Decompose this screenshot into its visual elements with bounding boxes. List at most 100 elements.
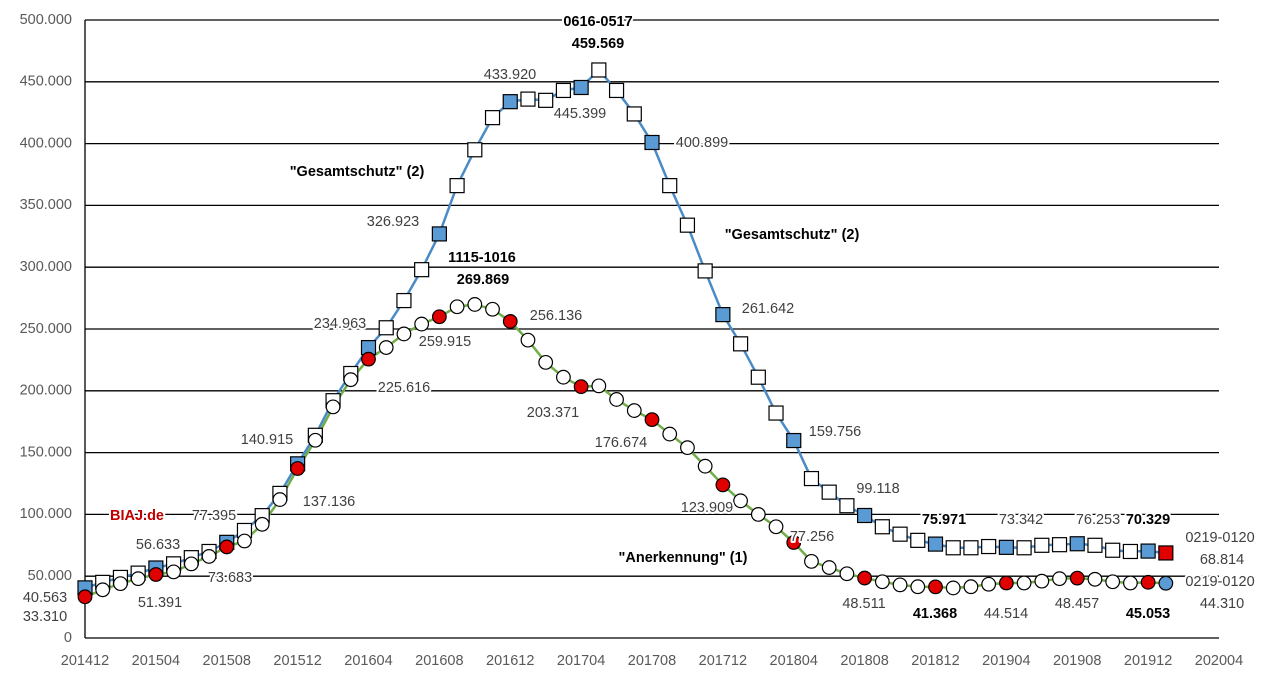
data-label: 433.920 <box>484 67 536 83</box>
data-label: 400.899 <box>676 135 728 151</box>
circle-marker <box>520 332 536 348</box>
circle-marker <box>1123 575 1138 591</box>
square-marker <box>1122 543 1139 560</box>
square-marker <box>874 519 890 535</box>
circle-marker <box>166 564 181 580</box>
data-label: 445.399 <box>554 106 606 122</box>
circle-marker <box>538 354 554 370</box>
circle-marker <box>502 314 518 329</box>
square-marker <box>1051 537 1068 553</box>
y-tick-label: 450.000 <box>20 74 72 90</box>
square-marker <box>715 307 731 323</box>
data-label: 56.633 <box>136 537 180 553</box>
data-label: 99.118 <box>856 481 899 497</box>
square-marker <box>963 540 979 556</box>
circle-marker <box>821 560 837 575</box>
circle-marker <box>272 492 288 507</box>
data-label: 234.963 <box>314 316 366 332</box>
circle-marker <box>237 533 252 549</box>
circle-marker <box>786 535 802 550</box>
square-marker <box>662 178 678 194</box>
circle-marker <box>290 461 306 476</box>
square-marker <box>998 539 1014 555</box>
data-label: 33.310 <box>23 609 67 625</box>
data-label: 137.136 <box>303 494 355 510</box>
series-label: "Gesamtschutz" (2) <box>725 227 860 243</box>
circle-marker <box>449 299 465 315</box>
circle-marker <box>998 575 1014 591</box>
annotation: 0219-0120 <box>1185 530 1254 546</box>
square-marker <box>538 92 554 108</box>
circle-marker <box>626 403 642 418</box>
circle-marker <box>768 519 784 535</box>
circle-marker <box>573 379 589 395</box>
square-marker <box>786 432 802 449</box>
data-label: 68.814 <box>1200 552 1244 568</box>
circle-marker <box>591 378 607 394</box>
circle-marker <box>928 579 943 595</box>
circle-marker <box>325 399 341 415</box>
square-marker <box>981 538 997 555</box>
circle-marker <box>113 576 128 592</box>
series-label: "Anerkennung" (1) <box>619 550 748 566</box>
circle-marker <box>1069 570 1085 586</box>
circle-marker <box>609 392 624 407</box>
circle-marker <box>148 567 164 582</box>
data-label: 256.136 <box>530 308 582 324</box>
x-tick-label: 202004 <box>1195 653 1243 669</box>
circle-marker <box>378 340 394 355</box>
x-tick-label: 201412 <box>61 653 109 669</box>
data-label: 70.329 <box>1126 512 1170 528</box>
circle-marker <box>467 297 483 312</box>
data-label: 77.256 <box>790 529 834 545</box>
square-marker <box>484 110 501 126</box>
data-label: 326.923 <box>367 214 419 230</box>
annotation: 0616-0517 <box>563 14 632 30</box>
square-marker <box>1105 542 1121 558</box>
x-tick-label: 201608 <box>415 653 463 669</box>
annotation: BIAJ.de <box>110 508 164 524</box>
circle-marker <box>130 571 146 587</box>
circle-marker <box>254 516 270 532</box>
square-marker <box>555 82 572 99</box>
circle-marker <box>697 458 713 474</box>
circle-marker <box>750 507 766 522</box>
square-marker <box>626 106 642 122</box>
square-marker <box>520 91 536 107</box>
data-label: 76.253 <box>1076 512 1120 528</box>
square-marker <box>573 79 589 96</box>
data-label: 48.457 <box>1055 596 1099 612</box>
circle-marker <box>715 477 731 493</box>
circle-marker <box>804 553 819 569</box>
data-label: 48.511 <box>842 596 885 612</box>
circle-marker <box>910 579 926 595</box>
y-tick-label: 100.000 <box>20 506 72 522</box>
square-marker <box>591 62 607 78</box>
y-tick-label: 50.000 <box>28 568 72 584</box>
square-marker <box>1087 537 1103 553</box>
square-marker <box>910 532 926 548</box>
circle-marker <box>662 426 678 442</box>
square-marker <box>1034 537 1050 553</box>
x-tick-label: 201512 <box>273 653 321 669</box>
square-marker <box>857 507 873 524</box>
data-label: 459.569 <box>572 36 624 52</box>
square-marker <box>839 498 855 514</box>
x-tick-label: 201508 <box>203 653 251 669</box>
x-tick-label: 201804 <box>770 653 818 669</box>
annotation: 1115-1016 <box>448 250 516 266</box>
circle-marker <box>414 316 430 332</box>
circle-marker <box>201 549 217 564</box>
circle-marker <box>1105 574 1121 590</box>
square-marker <box>414 262 430 278</box>
data-label: 269.869 <box>457 272 509 288</box>
square-marker <box>945 540 961 556</box>
y-tick-label: 300.000 <box>20 259 72 275</box>
circle-marker <box>839 566 855 582</box>
x-tick-label: 201708 <box>628 653 676 669</box>
data-label: 40.563 <box>23 590 67 606</box>
data-label: 77.395 <box>192 508 236 524</box>
square-marker <box>502 94 518 110</box>
data-label: 203.371 <box>527 405 579 421</box>
